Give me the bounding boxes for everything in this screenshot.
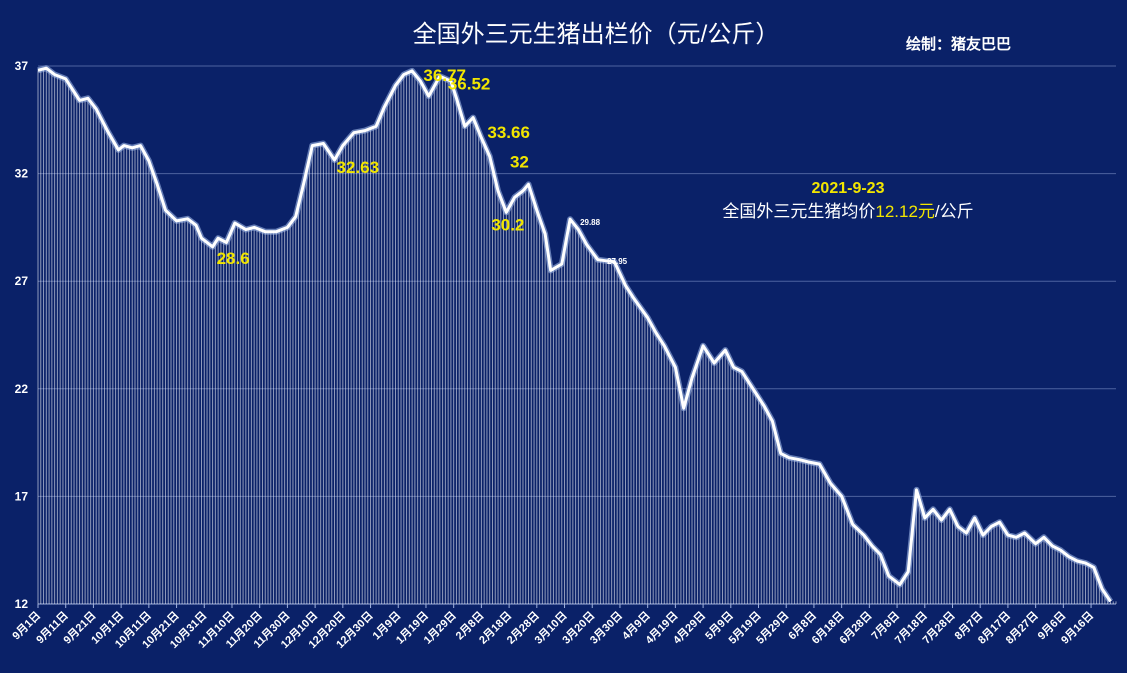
callout-value: 12.12元 — [875, 202, 935, 221]
y-tick-27: 27 — [15, 274, 29, 288]
y-tick-37: 37 — [15, 59, 29, 73]
chart-credit: 绘制：猪友巴巴 — [906, 35, 1011, 53]
callout-date: 2021-9-23 — [812, 180, 885, 197]
data-label-36.52: 36.52 — [448, 74, 491, 93]
data-label-29.88: 29.88 — [580, 218, 601, 227]
data-label-33.66: 33.66 — [487, 123, 530, 142]
chart-title: 全国外三元生猪出栏价（元/公斤） — [413, 21, 780, 48]
data-label-27.95: 27.95 — [607, 257, 628, 266]
data-label-32.63: 32.63 — [337, 158, 380, 177]
grid-layer — [37, 65, 1116, 608]
bars-layer — [37, 68, 1117, 604]
data-label-30.2: 30.2 — [491, 215, 524, 234]
callout-prefix: 全国外三元生猪均价 — [722, 202, 875, 221]
y-tick-17: 17 — [15, 489, 29, 503]
data-label-32: 32 — [510, 153, 529, 172]
data-label-28.6: 28.6 — [217, 249, 250, 268]
series-line — [37, 66, 1112, 603]
callout-suffix: /公斤 — [935, 202, 974, 221]
y-tick-32: 32 — [15, 167, 29, 181]
data-label-36.77: 36.77 — [423, 66, 466, 85]
callout-text: 全国外三元生猪均价12.12元/公斤 — [722, 202, 973, 221]
y-tick-22: 22 — [15, 382, 29, 396]
line-layer — [37, 65, 1113, 604]
y-tick-12: 12 — [15, 597, 29, 611]
